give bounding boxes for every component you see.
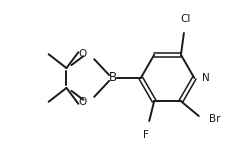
Text: O: O <box>78 97 86 107</box>
Text: Cl: Cl <box>181 14 191 24</box>
Text: N: N <box>202 73 210 83</box>
Text: O: O <box>78 49 86 59</box>
Text: F: F <box>143 130 149 140</box>
Text: Br: Br <box>209 114 220 124</box>
Text: B: B <box>109 71 117 84</box>
